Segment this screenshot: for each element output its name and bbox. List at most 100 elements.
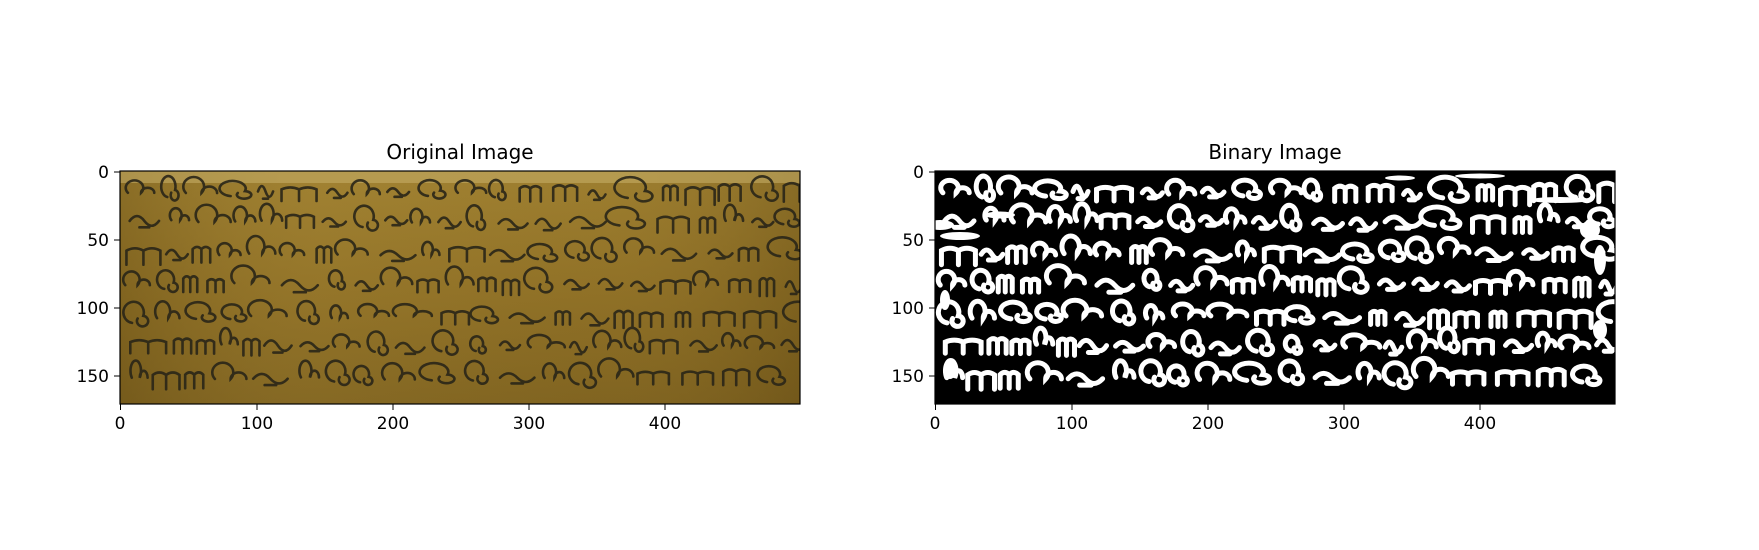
ink-glyph xyxy=(356,302,391,319)
binary-glyph xyxy=(1556,308,1594,330)
ink-glyph xyxy=(749,175,780,202)
binary-glyph xyxy=(1145,331,1178,353)
binary-glyph xyxy=(1418,204,1463,231)
ink-glyph xyxy=(656,215,691,234)
ink-glyph xyxy=(498,340,522,352)
binary-glyph xyxy=(969,267,996,295)
binary-glyph xyxy=(1376,277,1407,292)
binary-glyph xyxy=(1302,247,1342,264)
ink-glyph xyxy=(153,300,181,323)
ink-glyph xyxy=(394,341,426,356)
ink-glyph xyxy=(590,236,618,264)
left-xtick-400: 400 xyxy=(649,414,681,434)
binary-glyph xyxy=(1193,248,1233,264)
ink-glyph xyxy=(463,359,489,385)
ink-glyph xyxy=(717,183,742,203)
binary-glyph xyxy=(1245,327,1276,358)
binary-glyph xyxy=(1405,328,1439,355)
ink-glyph xyxy=(353,204,380,232)
ink-glyph xyxy=(324,359,351,387)
ink-glyph xyxy=(218,179,253,200)
ink-glyph xyxy=(604,205,647,230)
binary-glyph xyxy=(1094,184,1135,204)
left-ytick-50: 50 xyxy=(87,231,109,251)
ink-glyph xyxy=(580,312,610,327)
binary-glyph xyxy=(1473,277,1509,296)
ink-glyph xyxy=(448,245,486,263)
ink-glyph xyxy=(333,238,370,258)
ink-glyph xyxy=(692,270,720,289)
binary-glyph xyxy=(1113,339,1146,354)
ink-glyph xyxy=(280,186,318,203)
ink-glyph xyxy=(194,203,232,226)
binary-glyph xyxy=(1470,214,1507,236)
binary-glyph xyxy=(1505,268,1536,292)
binary-glyph xyxy=(1290,275,1314,294)
binary-glyph xyxy=(978,247,1006,263)
ink-glyph xyxy=(498,372,536,385)
binary-glyph xyxy=(1019,276,1042,295)
binary-glyph xyxy=(1164,177,1198,201)
binary-noise-blob xyxy=(985,211,1015,219)
original-image-title: Original Image xyxy=(386,140,534,164)
binary-noise-blob xyxy=(1593,320,1607,340)
ink-glyph xyxy=(563,278,590,291)
binary-image-title: Binary Image xyxy=(1208,140,1342,164)
binary-glyph xyxy=(1043,263,1087,290)
binary-glyph xyxy=(1279,202,1303,233)
binary-glyph xyxy=(1234,239,1257,265)
left-y-axis xyxy=(114,171,120,377)
binary-glyph xyxy=(1193,265,1230,291)
binary-glyph xyxy=(1229,277,1257,295)
ink-glyph xyxy=(613,175,654,203)
binary-glyph xyxy=(1551,245,1576,264)
ink-glyph xyxy=(454,179,488,196)
ink-glyph xyxy=(648,338,679,355)
ink-glyph xyxy=(354,280,380,293)
binary-glyph xyxy=(1502,338,1535,354)
ink-glyph xyxy=(597,357,635,380)
ink-glyph xyxy=(280,278,320,294)
ink-glyph xyxy=(522,266,554,294)
binary-glyph xyxy=(1034,301,1064,324)
binary-glyph xyxy=(1222,206,1248,231)
ink-glyph xyxy=(350,179,382,198)
ink-glyph xyxy=(129,359,149,379)
right-ytick-0: 0 xyxy=(913,163,924,183)
binary-glyph xyxy=(986,336,1009,356)
ink-glyph xyxy=(327,269,347,291)
binary-glyph xyxy=(1110,298,1137,327)
left-xtick-100: 100 xyxy=(241,414,273,434)
binary-glyph xyxy=(1572,275,1592,299)
ink-glyph xyxy=(742,310,778,329)
binary-glyph xyxy=(1072,201,1100,230)
ink-glyph xyxy=(242,337,261,357)
ink-glyph xyxy=(391,302,434,319)
binary-glyph xyxy=(1488,309,1508,330)
ink-glyph xyxy=(689,339,718,353)
ink-glyph xyxy=(567,361,598,390)
binary-glyph xyxy=(1147,237,1186,261)
binary-glyph xyxy=(1368,308,1388,328)
binary-glyph xyxy=(1166,363,1190,388)
ink-glyph xyxy=(416,278,440,294)
binary-image-frame xyxy=(934,170,1616,405)
binary-glyph xyxy=(1587,206,1615,230)
ink-glyph xyxy=(251,372,289,387)
binary-glyph xyxy=(1046,204,1073,230)
ink-glyph xyxy=(568,340,589,356)
binary-glyph xyxy=(1059,233,1093,262)
binary-glyph xyxy=(1008,202,1049,229)
ink-glyph xyxy=(218,326,240,346)
ink-glyph xyxy=(195,338,216,355)
binary-glyph xyxy=(1267,177,1304,199)
ink-glyph xyxy=(386,187,411,199)
ink-glyph xyxy=(756,364,787,386)
left-xtick-0: 0 xyxy=(115,414,126,434)
original-image-frame xyxy=(119,170,801,405)
ink-glyph xyxy=(488,248,526,263)
ink-glyph xyxy=(210,361,248,383)
binary-glyph xyxy=(1205,301,1250,321)
binary-glyph xyxy=(1076,337,1110,356)
binary-glyph xyxy=(1475,183,1496,203)
